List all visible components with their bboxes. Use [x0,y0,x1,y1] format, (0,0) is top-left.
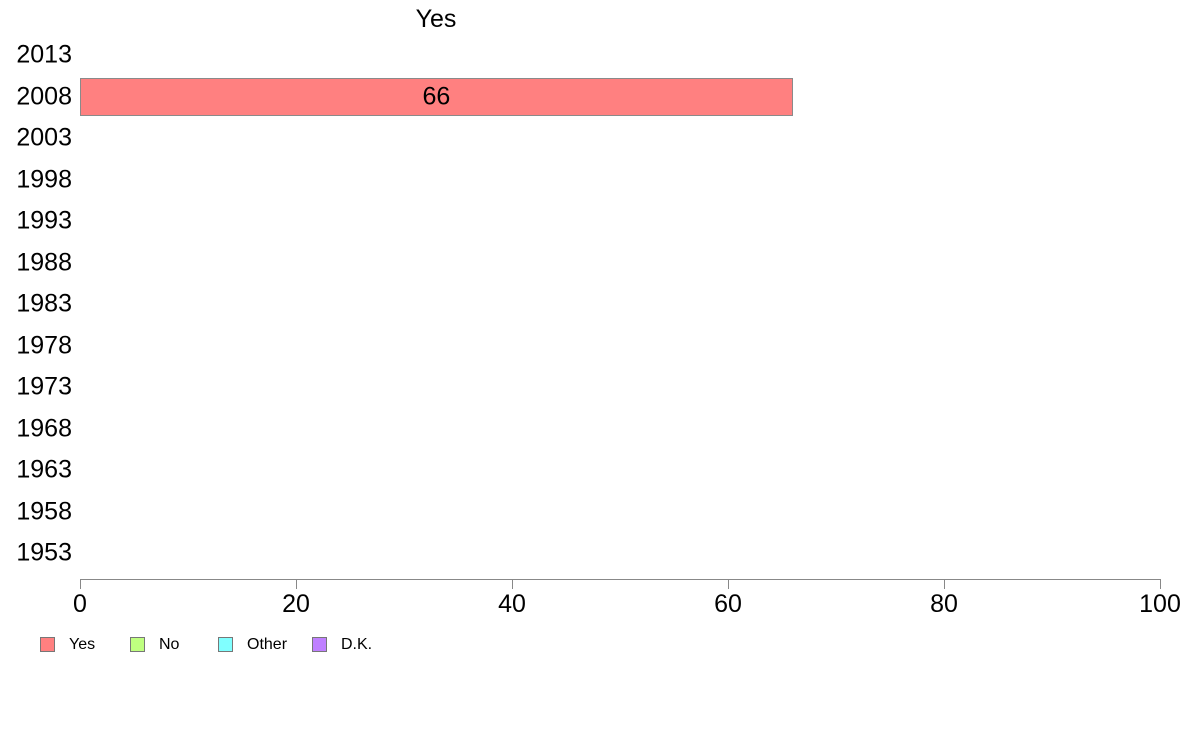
x-axis-tick [1160,579,1161,589]
x-axis-tick-label: 20 [282,590,310,618]
x-axis-tick [80,579,81,589]
legend-swatch-other [218,637,233,652]
x-axis-tick [944,579,945,589]
x-axis-tick [296,579,297,589]
x-axis-tick-label: 0 [73,590,87,618]
legend-label: Other [247,636,288,653]
y-axis-label: 1968 [16,414,72,442]
legend-label: Yes [69,636,96,653]
y-axis-label: 1998 [16,165,72,193]
x-axis-tick-label: 60 [714,590,742,618]
legend-label: D.K. [341,636,373,653]
bar-2008 [80,77,793,116]
x-axis-tick-label: 40 [498,590,526,618]
x-axis-tick-label: 80 [930,590,958,618]
x-axis-line [80,579,1160,580]
y-axis-label: 2013 [16,40,72,69]
y-axis-label: 2008 [16,82,72,110]
y-axis-label: 1953 [16,538,72,567]
y-axis-label: 1983 [16,289,72,318]
y-axis-label: 1963 [16,455,72,484]
y-axis-label: 1988 [16,248,72,276]
legend-label: No [159,636,180,653]
x-axis-tick-label: 100 [1139,590,1181,618]
y-axis-label: 1958 [16,497,72,525]
bar-value-label: 66 [422,82,451,110]
legend-swatch-no [130,637,145,652]
x-axis-tick [728,579,729,589]
y-axis-label: 1993 [16,206,72,235]
chart-title: Yes [415,5,457,33]
y-axis-label: 1978 [16,331,72,359]
y-axis-label: 2003 [16,123,72,152]
y-axis-label: 1973 [16,372,72,401]
legend-swatch-yes [40,637,55,652]
x-axis-tick [512,579,513,589]
legend-swatch-dk [312,637,327,652]
